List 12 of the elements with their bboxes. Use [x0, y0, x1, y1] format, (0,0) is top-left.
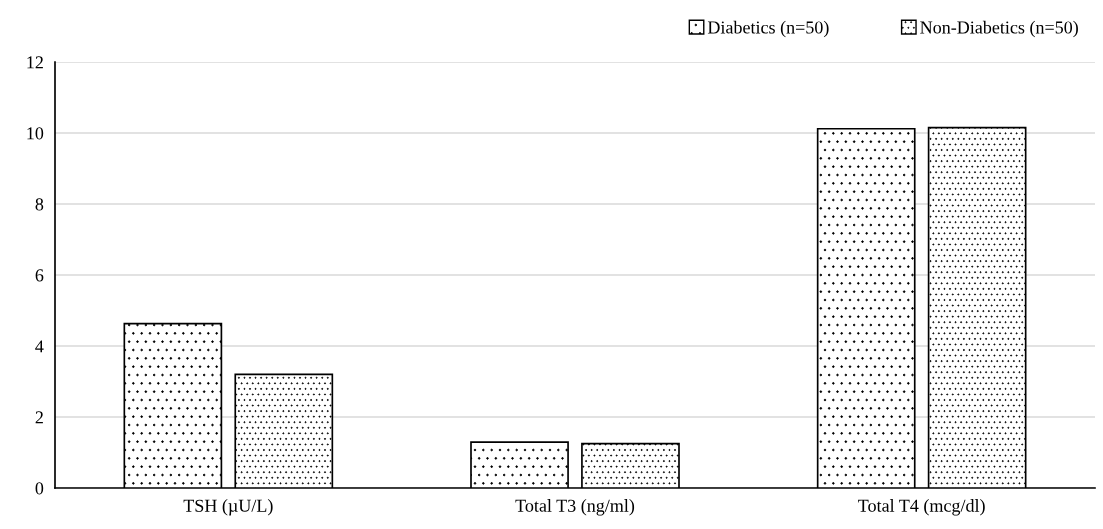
y-tick-label: 2 [35, 411, 43, 424]
y-tick-label: 6 [35, 269, 44, 282]
x-tick-label: TSH (µU/L) [183, 499, 273, 516]
y-tick-label: 0 [35, 482, 44, 495]
y-tick-label: 10 [27, 127, 44, 140]
y-tick-label: 4 [35, 340, 44, 353]
legend-label: Non-Diabetics (n=50) [920, 20, 1078, 38]
legend-label: Diabetics (n=50) [707, 20, 829, 38]
y-tick-label: 12 [27, 56, 43, 69]
y-tick-label: 8 [35, 198, 44, 211]
x-tick-label: Total T4 (mcg/dl) [858, 499, 985, 516]
x-tick-label: Total T3 (ng/ml) [515, 499, 635, 516]
